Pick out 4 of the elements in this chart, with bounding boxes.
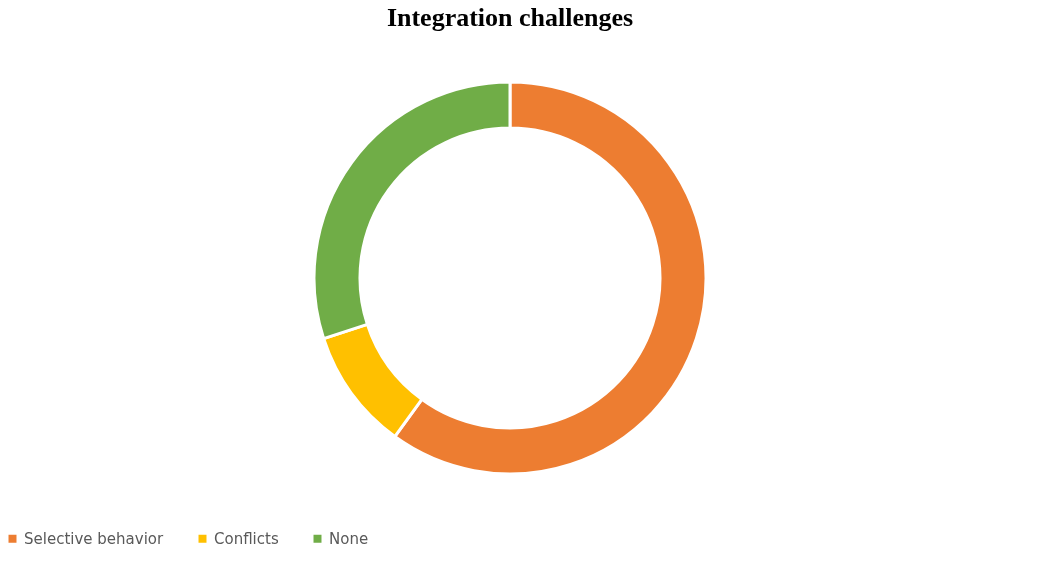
legend-label: None	[329, 529, 369, 548]
legend-label: Conflicts	[214, 529, 279, 548]
chart-title: Integration challenges	[386, 3, 634, 32]
legend-label: Selective behavior	[24, 529, 164, 548]
